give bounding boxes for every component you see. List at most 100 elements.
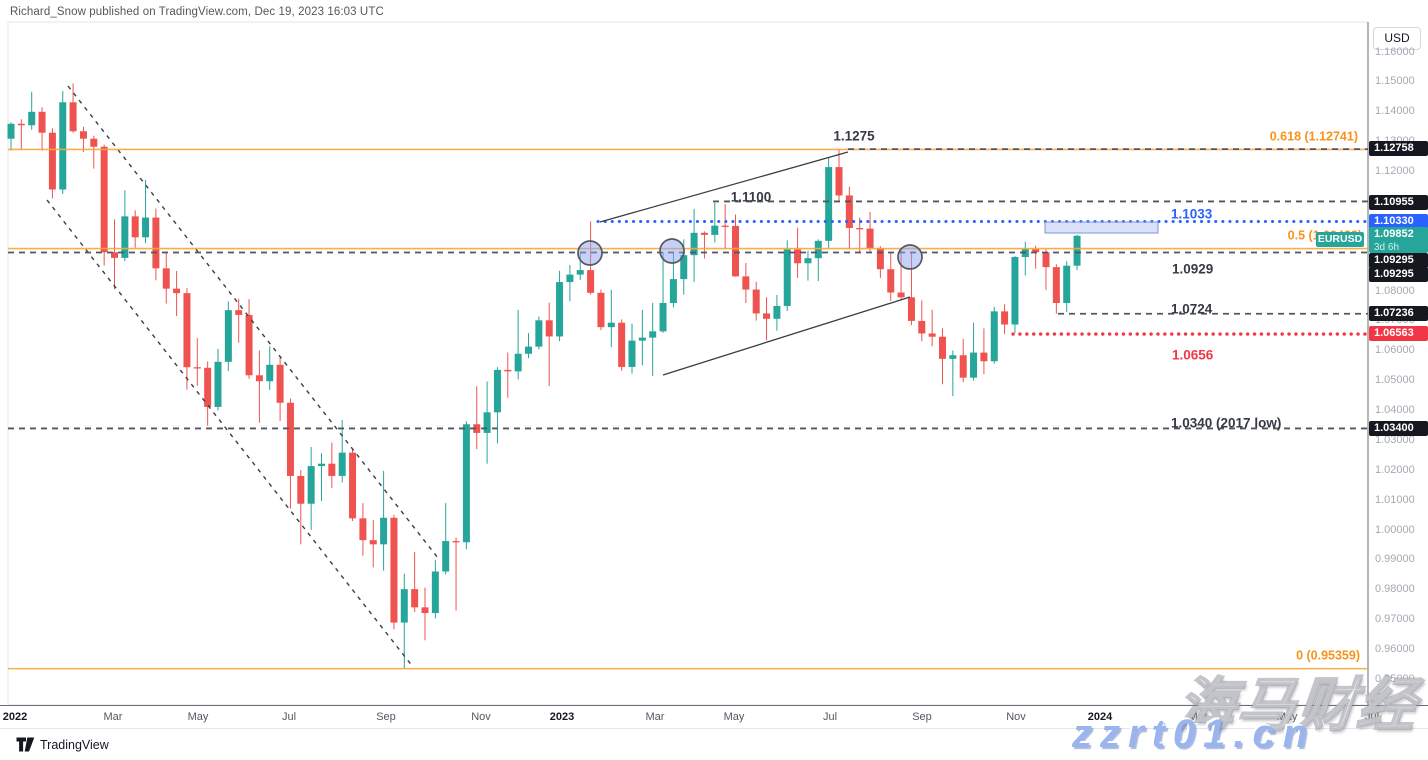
candle-body: [566, 274, 574, 283]
price-level-label: 1.0656: [1172, 348, 1214, 363]
price-level-label: 1.0724: [1171, 302, 1213, 317]
candle-body: [69, 102, 77, 132]
candle-body: [618, 322, 626, 367]
candle-body: [525, 346, 532, 354]
time-axis-year-label: 2024: [1087, 711, 1113, 723]
time-axis-month-label: Mar: [1188, 711, 1208, 723]
candle-body: [193, 367, 201, 369]
candle-body: [587, 270, 595, 293]
candle-body: [690, 232, 698, 256]
candle-body: [504, 369, 512, 372]
price-grid-label: 1.01000: [1375, 493, 1415, 506]
touch-point-circle[interactable]: [659, 238, 685, 264]
candle-body: [783, 249, 791, 306]
candle-body: [369, 540, 377, 545]
touch-point-circle[interactable]: [577, 240, 603, 266]
candle-body: [607, 322, 615, 328]
candle-body: [318, 463, 325, 467]
candle-body: [235, 310, 243, 315]
time-axis-month-label: Jul: [1364, 711, 1380, 723]
candle-body: [659, 302, 667, 332]
time-axis-month-label: Nov: [1006, 711, 1026, 723]
time-axis-month-label: Mar: [103, 711, 123, 723]
candle-body: [1042, 252, 1050, 268]
candle-body: [431, 571, 439, 614]
level-price-label[interactable]: 1.09295: [1369, 252, 1428, 268]
candle-body: [649, 331, 657, 338]
level-price-label[interactable]: 1.07236: [1369, 306, 1428, 322]
time-axis-month-label: Jul: [281, 711, 297, 723]
price-grid-label: 1.00000: [1375, 523, 1415, 536]
candle-body: [794, 249, 802, 264]
last-price-label[interactable]: 1.09852 3d 6h: [1369, 227, 1428, 253]
candle-body: [79, 131, 87, 139]
candle-body: [514, 353, 522, 372]
tradingview-logo-text: TradingView: [40, 737, 109, 752]
candle-body: [700, 232, 708, 235]
resistance-highlight-box[interactable]: [1044, 221, 1159, 234]
price-grid-label: 0.97000: [1375, 613, 1415, 626]
candle-body: [100, 146, 108, 253]
candle-body: [752, 289, 760, 314]
candle-body: [711, 225, 719, 235]
candle-body: [1073, 235, 1081, 266]
candle-body: [866, 228, 874, 249]
price-grid-label: 1.03000: [1375, 433, 1415, 446]
touch-point-circle[interactable]: [897, 244, 923, 270]
time-axis-year-label: 2023: [549, 711, 575, 723]
candle-body: [307, 466, 315, 504]
price-level-label: 1.0340 (2017 low): [1171, 416, 1281, 431]
currency-button[interactable]: USD: [1373, 27, 1421, 50]
time-axis-month-label: May: [187, 711, 209, 723]
candle-body: [421, 607, 429, 614]
tradingview-logo[interactable]: TradingView: [16, 737, 109, 752]
level-price-label[interactable]: 1.10330: [1369, 213, 1428, 229]
level-price-label[interactable]: 1.06563: [1369, 326, 1428, 342]
candle-body: [918, 320, 926, 334]
level-price-label[interactable]: 1.12758: [1369, 141, 1428, 157]
price-grid-label: 1.08000: [1375, 284, 1415, 297]
descending-channel-line[interactable]: [67, 85, 439, 559]
time-axis-month-label: Sep: [912, 711, 932, 723]
price-grid-label: 0.99000: [1375, 553, 1415, 566]
tradingview-logo-icon: [16, 737, 35, 752]
symbol-badge[interactable]: EURUSD: [1316, 232, 1364, 247]
time-axis-month-label: May: [723, 711, 745, 723]
candle-body: [245, 314, 253, 376]
candle-body: [1011, 256, 1019, 325]
rising-trendline[interactable]: [662, 296, 911, 376]
candle-body: [1052, 267, 1060, 303]
candle-body: [980, 352, 988, 362]
candle-body: [959, 355, 967, 378]
level-price-label[interactable]: 1.10955: [1369, 195, 1428, 211]
price-level-label: 1.1275: [833, 129, 875, 144]
candle-body: [297, 475, 305, 504]
footer-bar: TradingView: [0, 729, 1428, 760]
candle-body: [887, 269, 895, 293]
candle-body: [638, 337, 646, 341]
level-price-label[interactable]: 1.09295: [1369, 266, 1428, 282]
candle-body: [680, 255, 688, 280]
price-level-label: 1.1033: [1171, 207, 1213, 222]
time-axis[interactable]: 2022 Mar May Jul Sep Nov 2023 Mar May Jul Sep Nov 20…: [0, 705, 1428, 729]
candle-body: [442, 541, 450, 572]
candle-body: [328, 463, 336, 476]
plot-border: [7, 21, 1369, 706]
candle-body: [462, 424, 470, 543]
time-axis-month-label: May: [1276, 711, 1298, 723]
time-axis-month-label: Jul: [822, 711, 838, 723]
candle-body: [380, 517, 388, 545]
price-level-label: 1.1100: [731, 190, 772, 205]
candle-body: [338, 452, 346, 476]
candle-body: [473, 424, 481, 433]
candle-body: [38, 111, 46, 133]
level-price-label[interactable]: 1.03400: [1369, 420, 1428, 436]
candle-body: [142, 217, 150, 238]
candle-body: [131, 216, 139, 238]
candle-body: [359, 518, 367, 541]
price-grid-label: 1.02000: [1375, 463, 1415, 476]
candle-body: [1063, 265, 1071, 303]
time-axis-month-label: Sep: [376, 711, 396, 723]
rising-trendline[interactable]: [599, 151, 849, 223]
